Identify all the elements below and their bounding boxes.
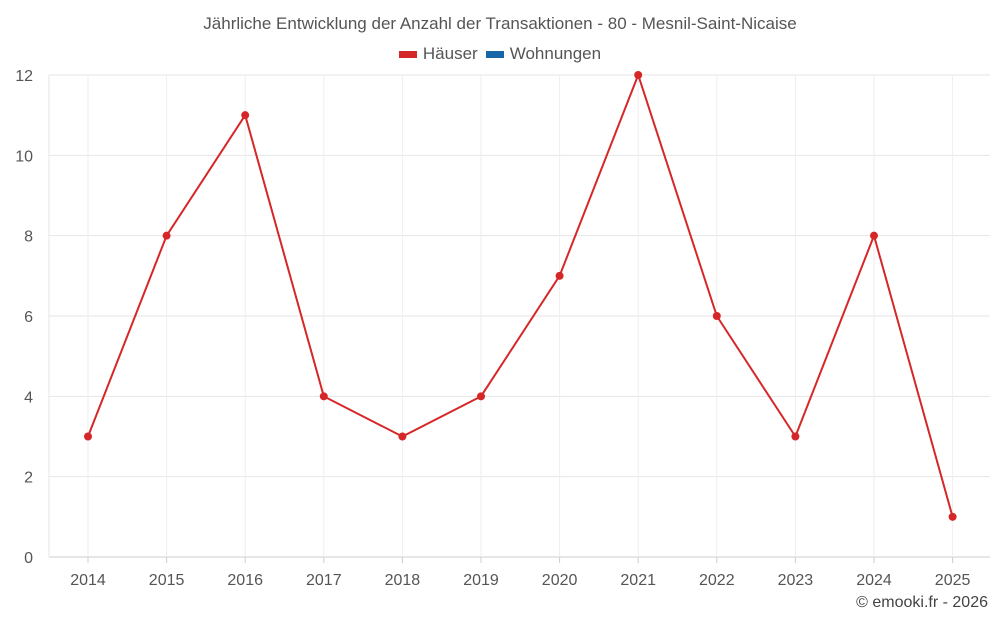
y-tick-label: 10 bbox=[15, 148, 33, 165]
chart-title: Jährliche Entwicklung der Anzahl der Tra… bbox=[203, 14, 797, 33]
data-point bbox=[84, 432, 92, 441]
x-tick-label: 2022 bbox=[699, 572, 735, 589]
x-tick-label: 2015 bbox=[149, 572, 185, 589]
x-tick-label: 2019 bbox=[463, 572, 499, 589]
x-tick-label: 2017 bbox=[306, 572, 342, 589]
x-tick-label: 2018 bbox=[385, 572, 421, 589]
y-tick-label: 0 bbox=[24, 550, 33, 567]
x-tick-label: 2024 bbox=[856, 572, 892, 589]
credit-text: © emooki.fr - 2026 bbox=[856, 594, 988, 611]
x-tick-label: 2025 bbox=[935, 572, 971, 589]
x-tick-label: 2020 bbox=[542, 572, 578, 589]
data-point bbox=[948, 512, 957, 521]
data-point bbox=[241, 111, 250, 120]
legend: Häuser Wohnungen bbox=[0, 44, 1000, 64]
y-tick-label: 6 bbox=[24, 309, 33, 326]
legend-swatch-houses bbox=[398, 50, 417, 58]
y-tick-label: 12 bbox=[15, 68, 33, 85]
grid-layer bbox=[48, 74, 990, 558]
series-line-0 bbox=[87, 72, 954, 518]
series-layer bbox=[84, 71, 957, 521]
data-point bbox=[712, 312, 721, 320]
data-point bbox=[555, 271, 564, 280]
data-point bbox=[319, 392, 328, 401]
data-point bbox=[791, 432, 800, 441]
axis-layer: 0 2 4 6 8 10 12 2014 2015 2016 2017 2018 2019 2020 202… bbox=[15, 68, 970, 589]
y-tick-label: 2 bbox=[24, 470, 33, 487]
x-tick-label: 2014 bbox=[70, 572, 106, 589]
y-tick-label: 4 bbox=[24, 389, 33, 406]
x-tick-label: 2023 bbox=[778, 572, 814, 589]
data-point bbox=[398, 432, 407, 441]
legend-item-houses[interactable]: Häuser bbox=[398, 44, 478, 64]
x-tick-label: 2021 bbox=[620, 572, 656, 589]
legend-item-apartments[interactable]: Wohnungen bbox=[485, 44, 602, 64]
x-tick-label: 2016 bbox=[227, 572, 263, 589]
legend-swatch-apartments bbox=[485, 50, 504, 58]
y-tick-label: 8 bbox=[24, 229, 33, 246]
legend-label-houses: Häuser bbox=[422, 44, 478, 63]
data-point bbox=[634, 71, 643, 79]
legend-label-apartments: Wohnungen bbox=[509, 44, 602, 63]
data-point bbox=[870, 231, 878, 240]
data-point bbox=[162, 231, 171, 240]
data-point bbox=[477, 392, 485, 401]
